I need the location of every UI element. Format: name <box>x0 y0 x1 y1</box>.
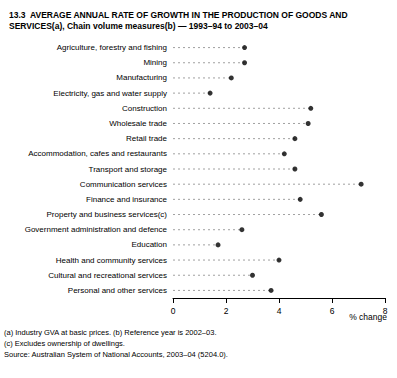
svg-text:SERVICES(a), Chain volume meas: SERVICES(a), Chain volume measures(b) — … <box>9 21 268 31</box>
svg-text:Agriculture, forestry and fish: Agriculture, forestry and fishing <box>57 43 167 52</box>
svg-text:0: 0 <box>171 306 176 316</box>
svg-text:Property and business services: Property and business services(c) <box>47 210 168 219</box>
svg-text:Accommodation, cafes and resta: Accommodation, cafes and restaurants <box>28 149 167 158</box>
svg-text:Retail trade: Retail trade <box>126 134 167 143</box>
svg-text:Government administration and: Government administration and defence <box>25 225 168 234</box>
svg-text:Finance and insurance: Finance and insurance <box>86 195 167 204</box>
svg-text:Source: Australian System of N: Source: Australian System of National Ac… <box>4 350 228 359</box>
svg-text:13.3 AVERAGE ANNUAL RATE OF G: 13.3 AVERAGE ANNUAL RATE OF GROWTH IN TH… <box>9 10 350 20</box>
svg-text:8: 8 <box>383 306 388 316</box>
svg-text:Wholesale trade: Wholesale trade <box>109 119 167 128</box>
svg-text:Cultural and recreational serv: Cultural and recreational services <box>48 271 167 280</box>
svg-text:Construction: Construction <box>122 104 167 113</box>
svg-text:Personal and other services: Personal and other services <box>68 286 167 295</box>
svg-text:Transport and storage: Transport and storage <box>89 165 168 174</box>
svg-text:2: 2 <box>224 306 229 316</box>
svg-text:Education: Education <box>131 240 167 249</box>
svg-text:Mining: Mining <box>143 58 167 67</box>
svg-text:% change: % change <box>349 312 387 322</box>
svg-text:Communication services: Communication services <box>80 180 167 189</box>
svg-text:Manufacturing: Manufacturing <box>116 73 167 82</box>
svg-text:Health and community services: Health and community services <box>56 256 167 265</box>
svg-text:4: 4 <box>277 306 282 316</box>
svg-text:(c) Excludes ownership of dwel: (c) Excludes ownership of dwellings. <box>4 339 125 348</box>
svg-text:Electricity, gas and water sup: Electricity, gas and water supply <box>53 89 167 98</box>
svg-text:6: 6 <box>330 306 335 316</box>
svg-text:(a) Industry GVA at basic pric: (a) Industry GVA at basic prices. (b) Re… <box>4 328 216 337</box>
